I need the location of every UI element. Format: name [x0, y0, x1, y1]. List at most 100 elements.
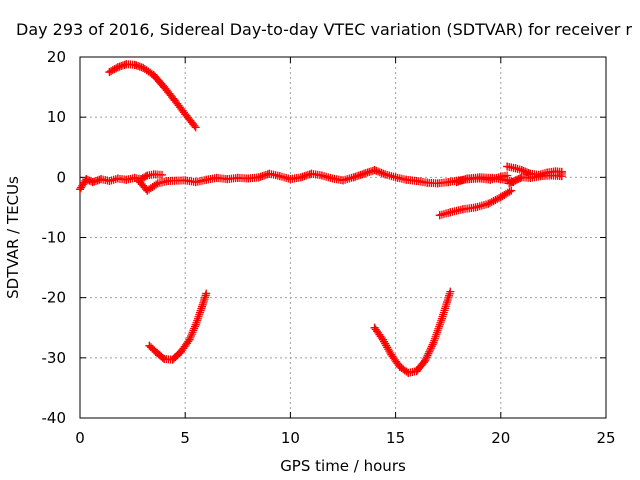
x-tick-label: 10 [281, 429, 300, 447]
x-tick-label: 5 [180, 429, 190, 447]
data-point [196, 306, 205, 315]
data-point [202, 289, 211, 298]
data-point [152, 180, 161, 189]
data-point [511, 176, 520, 185]
data-point [113, 63, 122, 72]
data-point [507, 186, 516, 195]
data-point [307, 169, 316, 178]
data-point [503, 162, 512, 171]
data-point [521, 167, 530, 176]
data-point [487, 197, 496, 206]
y-tick-label: -10 [42, 229, 67, 247]
data-point [339, 176, 347, 185]
data-point [88, 178, 97, 187]
y-axis-label: SDTVAR / TECUs [4, 176, 22, 299]
data-point [189, 326, 198, 335]
data-point [444, 178, 453, 187]
data-point [493, 195, 502, 204]
data-point [328, 174, 337, 183]
data-point [139, 63, 148, 72]
y-tick-label: -20 [42, 289, 67, 307]
data-point [471, 203, 480, 212]
data-point [195, 308, 204, 317]
data-point [412, 367, 421, 376]
data-point [191, 123, 200, 132]
data-point [429, 338, 438, 347]
tick-layer: 0 5 10 15 20 25 -40 -30 -20 -10 0 10 20 [42, 48, 616, 447]
data-point [517, 166, 526, 175]
series-baseline-a [76, 170, 167, 194]
data-point [485, 198, 494, 207]
data-point [349, 173, 358, 182]
data-point [168, 355, 177, 364]
data-point [375, 168, 384, 177]
data-point [223, 175, 232, 184]
plot-frame [79, 56, 607, 419]
chart-title: Day 293 of 2016, Sidereal Day-to-day VTE… [16, 20, 632, 39]
data-point [105, 176, 114, 185]
data-point [108, 66, 117, 75]
y-tick-label: 20 [47, 48, 66, 66]
data-point [187, 330, 196, 339]
data-point [141, 172, 150, 181]
data-point [105, 68, 114, 77]
data-point [526, 173, 535, 182]
y-tick-label: 0 [56, 168, 66, 186]
data-point [434, 324, 443, 333]
data-point [151, 347, 160, 356]
data-point [421, 356, 430, 365]
series-baseline-c [452, 173, 518, 187]
data-point [430, 334, 439, 343]
data-point [404, 368, 413, 377]
data-point [372, 166, 381, 175]
series-baseline-d [503, 162, 566, 188]
data-point [170, 96, 179, 105]
data-point [435, 211, 444, 220]
data-point [433, 179, 442, 188]
series-baseline-b [134, 166, 512, 195]
grid-layer [80, 57, 606, 418]
data-point [149, 71, 158, 80]
data-point [463, 174, 472, 183]
series-layer [76, 60, 566, 377]
data-point [188, 328, 197, 337]
data-point [192, 318, 201, 327]
data-point [145, 341, 154, 350]
data-point [452, 178, 461, 187]
data-point [194, 312, 203, 321]
data-point [505, 187, 514, 196]
data-point [377, 168, 386, 177]
data-point [134, 176, 143, 185]
data-point [112, 64, 121, 73]
y-tick-label: -30 [42, 349, 67, 367]
data-point [437, 316, 446, 325]
data-point [423, 351, 432, 360]
data-point [202, 175, 211, 184]
data-point [195, 310, 204, 319]
y-tick-label: 10 [47, 108, 66, 126]
series-arc-top-left [105, 60, 200, 132]
data-point [212, 173, 221, 182]
data-point [286, 175, 295, 184]
data-point [153, 179, 162, 188]
data-point [190, 121, 199, 130]
y-tick-label: -40 [42, 409, 67, 427]
data-point [160, 355, 169, 364]
data-point [427, 342, 436, 351]
data-point [423, 178, 432, 187]
data-point [158, 170, 167, 179]
data-point [435, 320, 444, 329]
data-point [184, 337, 193, 346]
x-tick-label: 25 [596, 429, 615, 447]
x-tick-label: 0 [75, 429, 85, 447]
data-point [484, 199, 493, 208]
data-point [143, 186, 152, 195]
data-point [317, 171, 326, 180]
data-point [424, 349, 433, 358]
data-point [426, 344, 435, 353]
data-point [426, 346, 435, 355]
data-point [557, 172, 566, 181]
data-point [107, 67, 116, 76]
data-point [190, 324, 199, 333]
